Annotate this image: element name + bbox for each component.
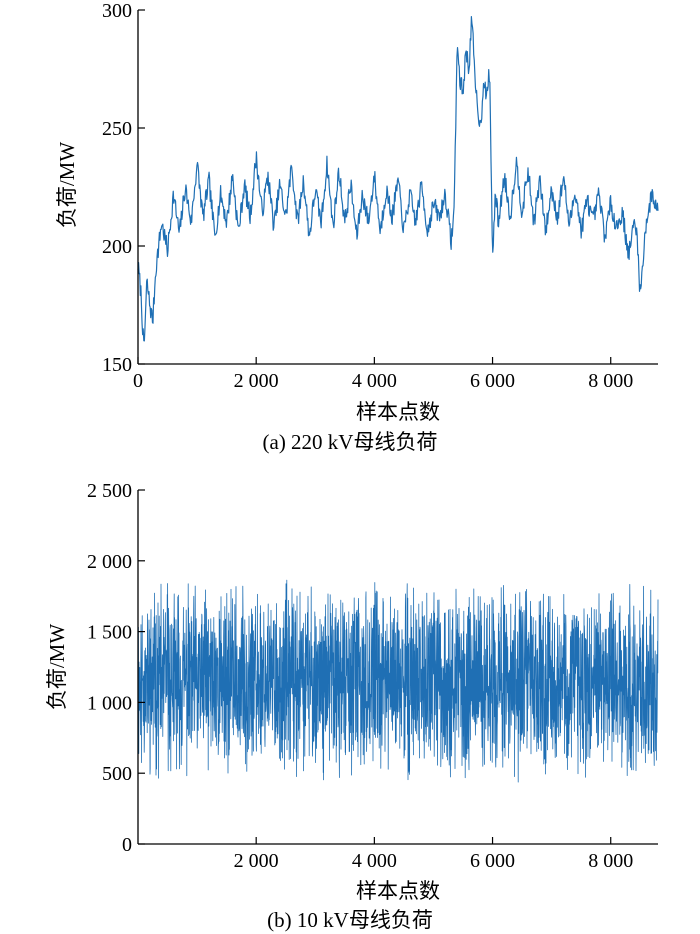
x-tick-label: 6 000 <box>470 370 515 392</box>
y-tick-label: 300 <box>102 0 132 22</box>
x-tick-label: 8 000 <box>588 370 633 392</box>
chart-a-ylabel: 负荷/MW <box>55 141 80 229</box>
x-tick-label: 4 000 <box>352 370 397 392</box>
chart-b-caption: (b) 10 kV母线负荷 <box>267 908 433 932</box>
x-tick-label: 2 000 <box>234 850 279 872</box>
y-tick-label: 1 500 <box>87 622 132 644</box>
chart-b-canvas: 0 500 1 000 1 500 2 000 2 500 2 000 4 000 6 000 8… <box>87 480 659 872</box>
chart-a-caption: (a) 220 kV母线负荷 <box>262 430 438 454</box>
y-tick-label: 500 <box>102 763 132 785</box>
y-tick-label: 150 <box>102 354 132 376</box>
chart-panel-b: 0 500 1 000 1 500 2 000 2 500 2 000 4 000 6 000 8… <box>0 467 700 934</box>
series-line <box>137 579 659 783</box>
y-tick-label: 200 <box>102 236 132 258</box>
y-tick-label: 250 <box>102 118 132 140</box>
y-tick-label: 2 000 <box>87 551 132 573</box>
chart-a-canvas: 150 200 250 300 0 2 000 4 000 6 000 8 000 <box>102 0 659 392</box>
y-tick-label: 1 000 <box>87 692 132 714</box>
x-tick-label: 6 000 <box>470 850 515 872</box>
y-tick-label: 2 500 <box>87 480 132 502</box>
x-tick-label: 0 <box>133 370 143 392</box>
y-tick-label: 0 <box>122 834 132 856</box>
x-tick-label: 8 000 <box>588 850 633 872</box>
chart-b-ylabel: 负荷/MW <box>45 623 70 711</box>
chart-a-xlabel: 样本点数 <box>356 400 440 424</box>
series-line <box>137 16 659 342</box>
chart-b-xlabel: 样本点数 <box>356 879 440 903</box>
chart-panel-a: 150 200 250 300 0 2 000 4 000 6 000 8 000 负荷/MW … <box>55 0 659 454</box>
x-tick-label: 2 000 <box>234 370 279 392</box>
x-tick-label: 4 000 <box>352 850 397 872</box>
